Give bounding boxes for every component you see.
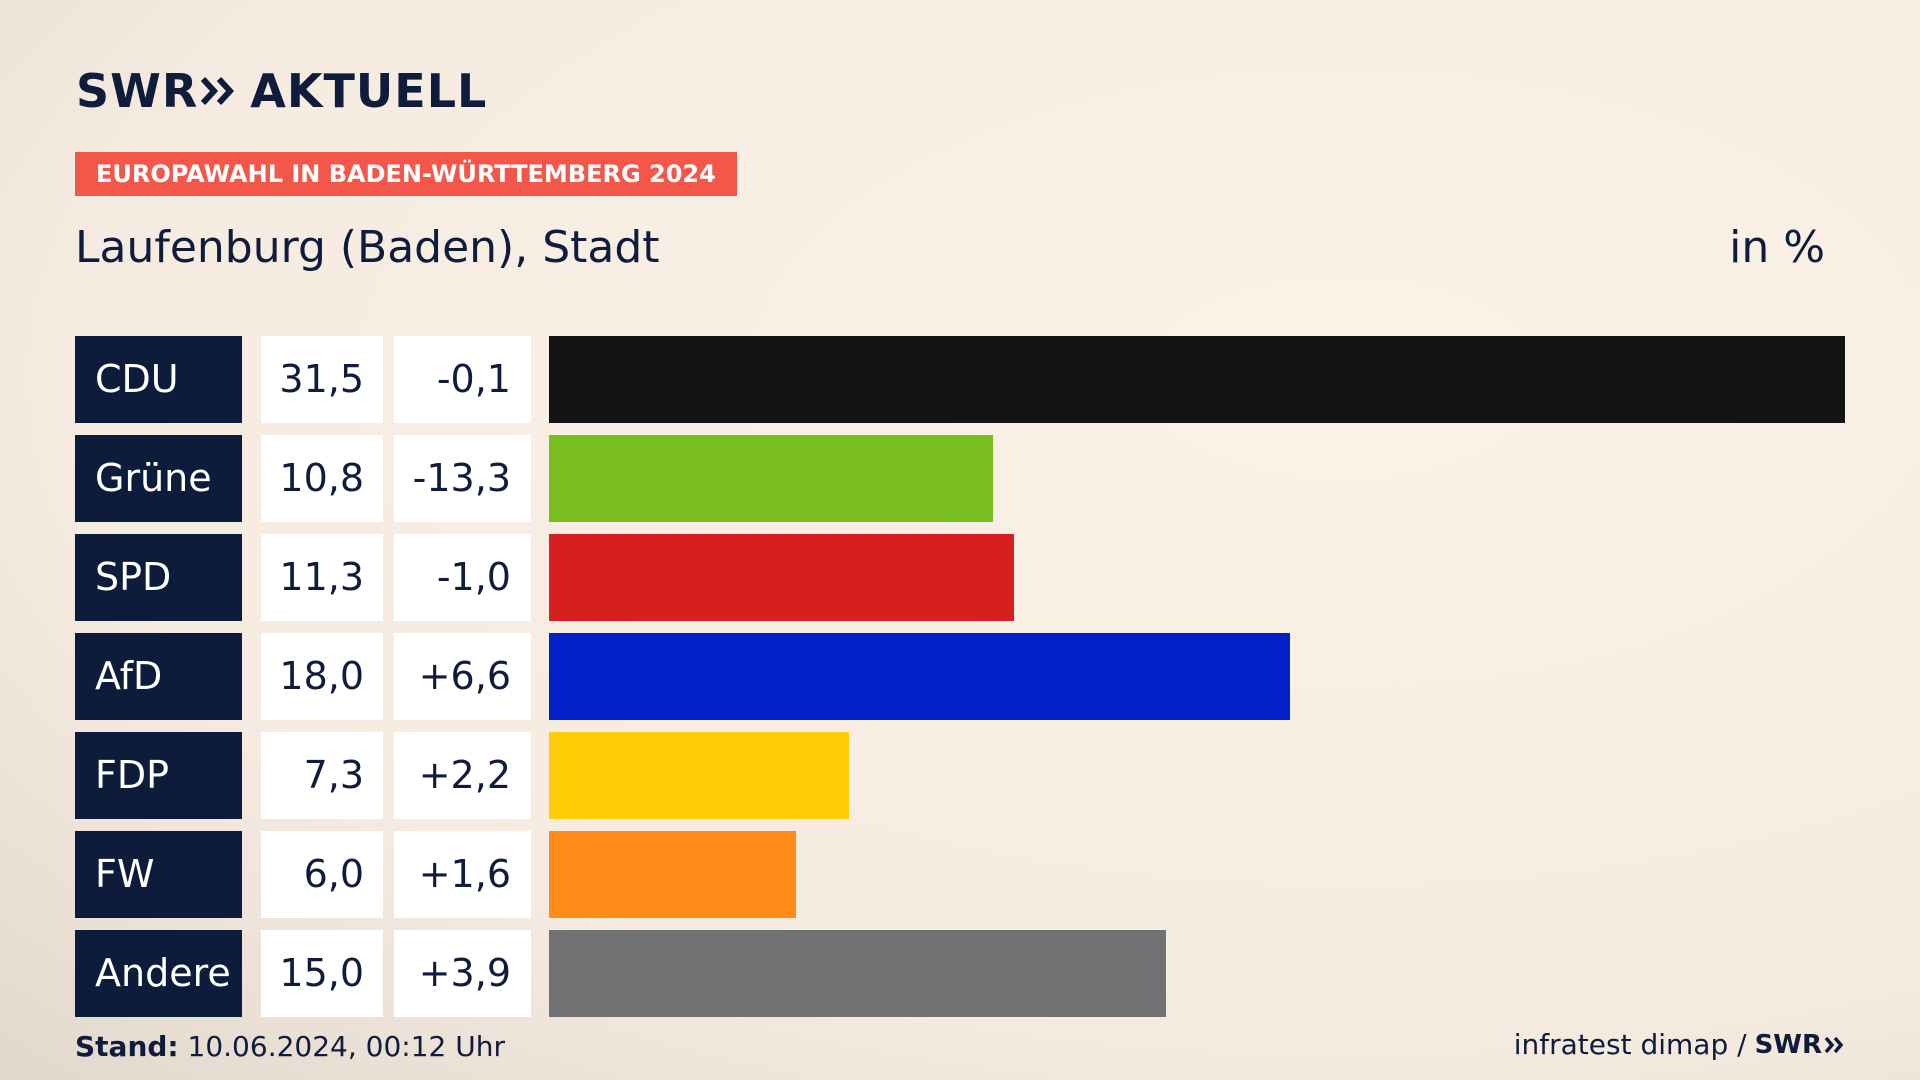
vote-change-value: -0,1 — [394, 336, 531, 423]
party-label: SPD — [75, 534, 242, 621]
vote-share-bar — [549, 633, 1290, 720]
swr-aktuell-logo: SWR AKTUELL — [76, 64, 488, 118]
party-label: Andere — [75, 930, 242, 1017]
vote-share-value: 11,3 — [261, 534, 383, 621]
source-credit: infratest dimap / SWR — [1514, 1028, 1844, 1062]
region-title: Laufenburg (Baden), Stadt — [75, 222, 660, 273]
source-text: infratest dimap / — [1513, 1028, 1747, 1061]
footer-chevron-icon — [1824, 1036, 1844, 1054]
vote-change-value: +6,6 — [394, 633, 531, 720]
party-label: CDU — [75, 336, 242, 423]
vote-share-value: 7,3 — [261, 732, 383, 819]
party-label: FDP — [75, 732, 242, 819]
vote-share-value: 31,5 — [261, 336, 383, 423]
result-row: FW 6,0 +1,6 — [0, 831, 1920, 918]
result-row: AfD 18,0 +6,6 — [0, 633, 1920, 720]
vote-share-bar — [549, 435, 993, 522]
stand-label: Stand: — [75, 1030, 179, 1063]
result-row: FDP 7,3 +2,2 — [0, 732, 1920, 819]
result-row: SPD 11,3 -1,0 — [0, 534, 1920, 621]
unit-label: in % — [1729, 222, 1825, 273]
result-row: Grüne 10,8 -13,3 — [0, 435, 1920, 522]
party-label: AfD — [75, 633, 242, 720]
vote-share-bar — [549, 930, 1166, 1017]
result-row: Andere 15,0 +3,9 — [0, 930, 1920, 1017]
vote-share-bar — [549, 336, 1845, 423]
logo-swr-text: SWR — [76, 64, 199, 118]
double-chevron-icon — [201, 76, 235, 106]
party-label: Grüne — [75, 435, 242, 522]
vote-change-value: +2,2 — [394, 732, 531, 819]
vote-share-value: 10,8 — [261, 435, 383, 522]
vote-share-value: 15,0 — [261, 930, 383, 1017]
party-label: FW — [75, 831, 242, 918]
vote-share-value: 6,0 — [261, 831, 383, 918]
result-row: CDU 31,5 -0,1 — [0, 336, 1920, 423]
vote-change-value: +3,9 — [394, 930, 531, 1017]
footer-swr-logo: SWR — [1755, 1028, 1844, 1062]
vote-share-value: 18,0 — [261, 633, 383, 720]
footer-swr-text: SWR — [1754, 1030, 1822, 1060]
vote-share-bar — [549, 534, 1014, 621]
stand-value: 10.06.2024, 00:12 Uhr — [187, 1030, 505, 1063]
timestamp: Stand: 10.06.2024, 00:12 Uhr — [75, 1030, 505, 1064]
vote-share-bar — [549, 732, 849, 819]
logo-aktuell-text: AKTUELL — [250, 64, 488, 118]
vote-change-value: -13,3 — [394, 435, 531, 522]
vote-change-value: -1,0 — [394, 534, 531, 621]
vote-change-value: +1,6 — [394, 831, 531, 918]
election-tag: EUROPAWAHL IN BADEN-WÜRTTEMBERG 2024 — [75, 152, 737, 196]
vote-share-bar — [549, 831, 796, 918]
